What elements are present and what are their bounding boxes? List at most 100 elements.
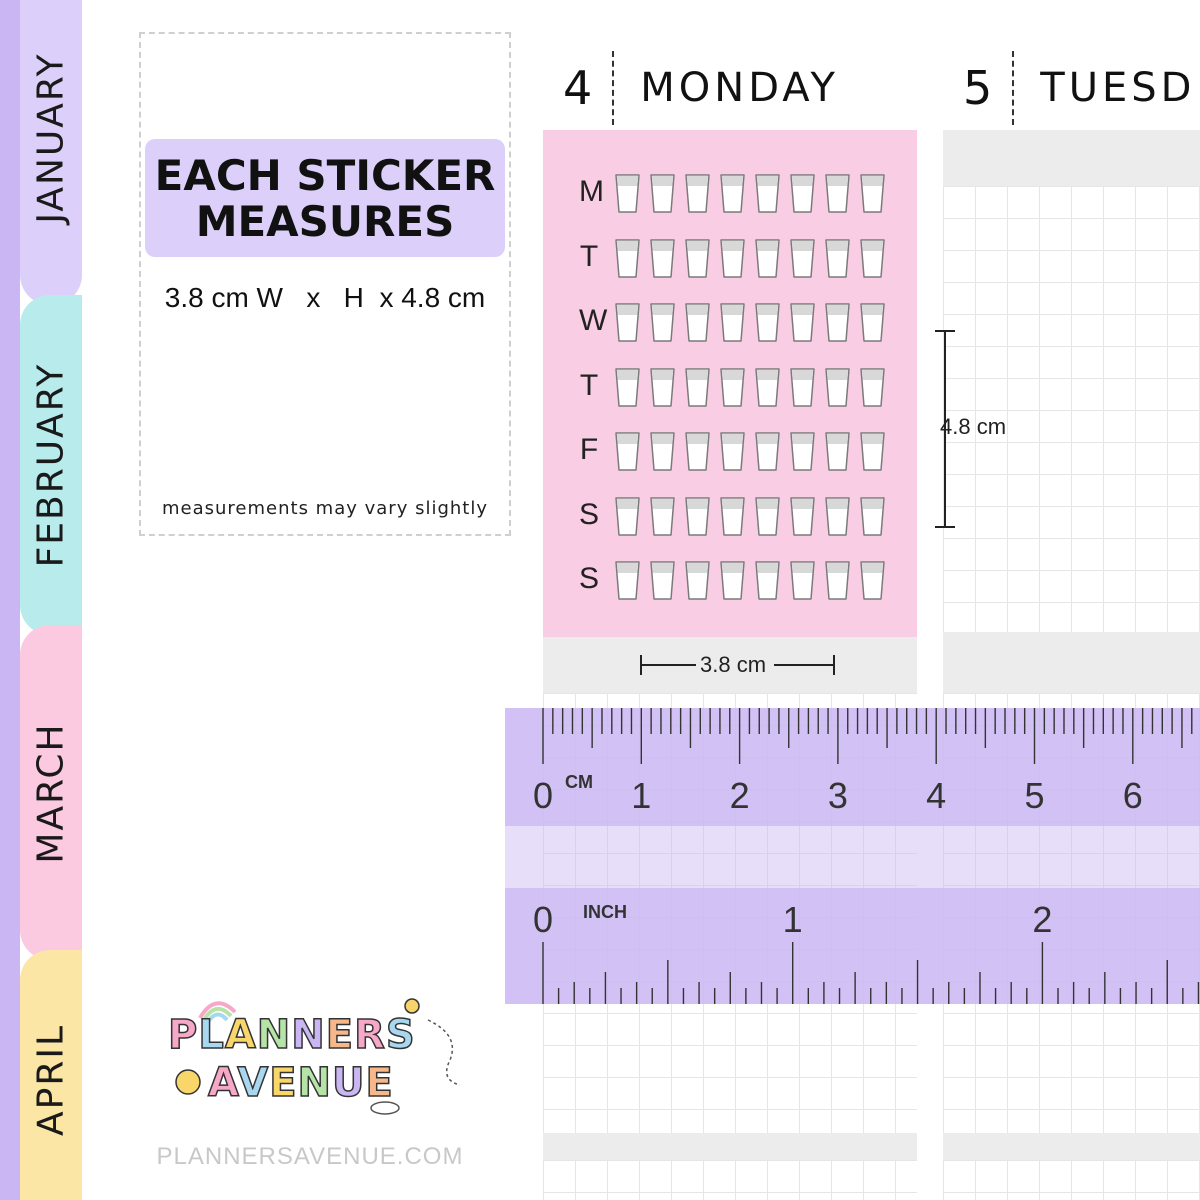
- water-cup-icon[interactable]: [859, 560, 886, 601]
- water-cup-icon[interactable]: [789, 496, 816, 537]
- row-day-letter: S: [579, 562, 600, 595]
- water-cup-icon[interactable]: [649, 238, 676, 279]
- water-cup-icon[interactable]: [824, 302, 851, 343]
- water-cup-icon[interactable]: [719, 173, 746, 214]
- tab-february[interactable]: FEBRUARY: [20, 295, 82, 635]
- water-cup-icon[interactable]: [649, 496, 676, 537]
- water-cup-icon[interactable]: [754, 496, 781, 537]
- row-day-letter: T: [579, 239, 599, 273]
- water-cup-icon[interactable]: [859, 367, 886, 408]
- water-cup-icon[interactable]: [614, 238, 641, 279]
- tabs-spine: [0, 0, 20, 1200]
- water-cup-icon[interactable]: [754, 560, 781, 601]
- water-cup-icon[interactable]: [649, 560, 676, 601]
- tracker-row: T: [543, 238, 917, 284]
- tracker-row: F: [543, 431, 917, 477]
- day-number: 5: [963, 61, 993, 115]
- logo-letter: E: [325, 1011, 355, 1059]
- day-header-tuesday: 5 TUESD: [963, 51, 1195, 125]
- water-cup-icon[interactable]: [789, 367, 816, 408]
- water-cup-icon[interactable]: [859, 173, 886, 214]
- sticker-size-info-box: [139, 32, 511, 536]
- ruler-cm-unit: CM: [565, 772, 593, 792]
- water-cup-icon[interactable]: [754, 238, 781, 279]
- water-cup-icon[interactable]: [719, 496, 746, 537]
- water-cup-icon[interactable]: [684, 560, 711, 601]
- tab-january[interactable]: JANUARY: [20, 0, 82, 305]
- water-cup-icon[interactable]: [684, 367, 711, 408]
- tracker-row: S: [543, 560, 917, 606]
- water-cup-icon[interactable]: [614, 431, 641, 472]
- logo-word-planners: PLANNERS: [167, 1011, 416, 1059]
- water-cup-icon[interactable]: [614, 173, 641, 214]
- water-cup-icon[interactable]: [859, 238, 886, 279]
- water-cup-icon[interactable]: [754, 367, 781, 408]
- water-cup-icon[interactable]: [684, 431, 711, 472]
- water-cup-icon[interactable]: [719, 431, 746, 472]
- water-cup-icon[interactable]: [789, 431, 816, 472]
- water-cup-icon[interactable]: [684, 173, 711, 214]
- tuesday-column: [943, 130, 1200, 1200]
- site-url[interactable]: PLANNERSAVENUE.COM: [156, 1143, 464, 1170]
- water-cup-icon[interactable]: [824, 560, 851, 601]
- water-cup-icon[interactable]: [824, 238, 851, 279]
- water-cup-icon[interactable]: [684, 302, 711, 343]
- tab-march[interactable]: MARCH: [20, 625, 82, 960]
- water-cup-icon[interactable]: [684, 496, 711, 537]
- ruler-cm-number: 5: [1024, 775, 1044, 816]
- row-day-letter: F: [579, 433, 599, 466]
- water-cup-icon[interactable]: [789, 238, 816, 279]
- water-cup-icon[interactable]: [649, 173, 676, 214]
- water-cup-icon[interactable]: [789, 302, 816, 343]
- ruler-inch-number: 1: [783, 899, 803, 940]
- row-day-letter: T: [579, 368, 599, 402]
- water-cup-icon[interactable]: [614, 560, 641, 601]
- measurement-note: measurements may vary slightly: [162, 498, 488, 519]
- day-name: MONDAY: [640, 65, 839, 111]
- water-cup-icon[interactable]: [754, 302, 781, 343]
- width-label: 3.8 cm: [700, 652, 767, 677]
- ruler-cm-number: 1: [631, 775, 651, 816]
- water-cup-icon[interactable]: [859, 431, 886, 472]
- ruler-inch-number: 2: [1032, 899, 1052, 940]
- water-cup-icon[interactable]: [649, 367, 676, 408]
- water-cup-icon[interactable]: [649, 431, 676, 472]
- ruler-cm-number: 0: [533, 775, 553, 816]
- ruler-inch-band: [505, 888, 1200, 1004]
- logo-artwork: [175, 998, 461, 1115]
- water-cup-icon[interactable]: [754, 173, 781, 214]
- water-cup-icon[interactable]: [824, 431, 851, 472]
- logo-letter: N: [297, 1059, 333, 1107]
- month-tabs: JANUARY FEBRUARY MARCH APRIL: [0, 0, 82, 1200]
- water-cup-icon[interactable]: [789, 560, 816, 601]
- ruler-cm-number: 6: [1123, 775, 1143, 816]
- water-cup-icon[interactable]: [789, 173, 816, 214]
- day-header-monday: 4 MONDAY: [563, 51, 839, 125]
- water-cup-icon[interactable]: [614, 367, 641, 408]
- water-cup-icon[interactable]: [719, 302, 746, 343]
- water-cup-icon[interactable]: [859, 496, 886, 537]
- water-cup-icon[interactable]: [684, 238, 711, 279]
- water-cup-icon[interactable]: [824, 496, 851, 537]
- logo-letter: N: [256, 1011, 292, 1059]
- tracker-row: T: [543, 367, 917, 413]
- ruler: 0 1 2 3 4 5 6 CM 0 1 2 INCH: [505, 708, 1200, 1004]
- tab-march-label: MARCH: [30, 721, 72, 864]
- water-cup-icon[interactable]: [719, 238, 746, 279]
- logo-letter: E: [365, 1059, 394, 1107]
- tab-april-label: APRIL: [30, 1023, 72, 1137]
- water-cup-icon[interactable]: [754, 431, 781, 472]
- height-indicator: [935, 330, 955, 528]
- row-day-letter: W: [579, 304, 608, 337]
- water-cup-icon[interactable]: [824, 367, 851, 408]
- water-cup-icon[interactable]: [719, 367, 746, 408]
- water-cup-icon[interactable]: [614, 302, 641, 343]
- water-cup-icon[interactable]: [614, 496, 641, 537]
- water-cup-icon[interactable]: [719, 560, 746, 601]
- water-cup-icon[interactable]: [649, 302, 676, 343]
- water-cup-icon[interactable]: [859, 302, 886, 343]
- water-cup-icon[interactable]: [824, 173, 851, 214]
- width-indicator: [640, 655, 835, 675]
- tab-april[interactable]: APRIL: [20, 950, 82, 1200]
